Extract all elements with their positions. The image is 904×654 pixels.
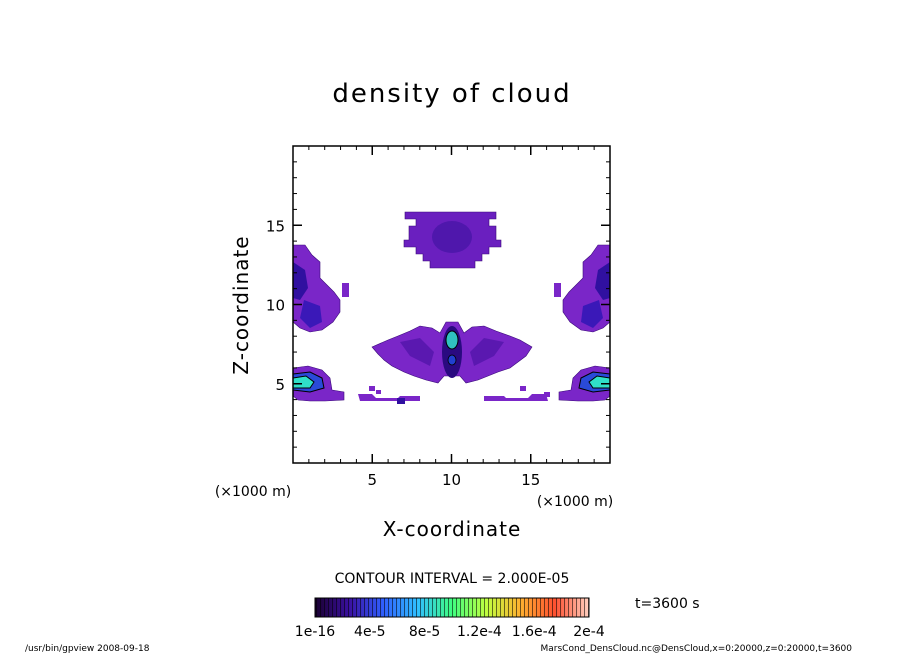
cloud-speck-left-2 bbox=[376, 390, 381, 394]
chart-title: density of cloud bbox=[332, 79, 571, 109]
x-unit-label: (×1000 m) bbox=[537, 494, 613, 510]
cloud-speck-right-1 bbox=[520, 386, 526, 391]
y-tick-labels: 5 10 15 bbox=[266, 217, 285, 394]
colorbar-tick-label: 1.2e-4 bbox=[457, 624, 502, 640]
y-tick-label: 10 bbox=[266, 297, 285, 315]
colorbar-tick-label: 1.6e-4 bbox=[512, 624, 557, 640]
x-tick-label: 5 bbox=[367, 471, 377, 489]
x-axis-label: X-coordinate bbox=[383, 517, 522, 541]
cloud-core2-right-upper bbox=[581, 300, 603, 328]
minor-ticks bbox=[293, 146, 610, 463]
cloud-flecks-right-lower bbox=[484, 394, 548, 401]
x-tick-label: 10 bbox=[442, 471, 461, 489]
y-tick-label: 5 bbox=[275, 376, 285, 394]
major-ticks bbox=[293, 146, 610, 463]
colorbar: 1e-16 4e-5 8e-5 1.2e-4 1.6e-4 2e-4 bbox=[295, 597, 605, 640]
colorbar-tick-label: 4e-5 bbox=[354, 624, 385, 640]
cloud-peak-left-lower bbox=[293, 375, 315, 389]
colorbar-tick-label: 1e-16 bbox=[295, 624, 335, 640]
y-tick-label: 15 bbox=[266, 217, 285, 235]
cloud-fleck-left-upper bbox=[342, 283, 349, 297]
cloud-speck-left-1 bbox=[369, 386, 375, 391]
colorbar-tick-labels: 1e-16 4e-5 8e-5 1.2e-4 1.6e-4 2e-4 bbox=[295, 624, 605, 640]
footer-right: MarsCond_DensCloud.nc@DensCloud,x=0:2000… bbox=[541, 644, 853, 654]
cloud-fleck-right-upper bbox=[554, 283, 561, 297]
cloud-speck-right-2 bbox=[544, 392, 550, 397]
z-unit-label: (×1000 m) bbox=[215, 484, 291, 500]
cloud-peak-right-lower bbox=[588, 375, 610, 389]
cloud-streak-middle-right bbox=[470, 338, 504, 366]
colorbar-tick-label: 8e-5 bbox=[409, 624, 440, 640]
time-label: t=3600 s bbox=[635, 596, 700, 612]
cloud-core2-left-upper bbox=[300, 300, 322, 328]
cloud-core-left-upper bbox=[293, 262, 308, 300]
cloud-core-upper-center bbox=[432, 221, 472, 253]
colorbar-tick-label: 2e-4 bbox=[573, 624, 605, 640]
plot-frame bbox=[292, 145, 611, 464]
x-tick-label: 15 bbox=[521, 471, 540, 489]
cloud-peak-middle-center bbox=[445, 330, 459, 350]
cloud-flecks-left-lower bbox=[358, 394, 420, 401]
cloud-streak-middle-left bbox=[400, 338, 434, 366]
cloud-speck-left-3 bbox=[397, 398, 405, 404]
y-axis-label: Z-coordinate bbox=[229, 235, 253, 374]
x-tick-labels: 5 10 15 bbox=[367, 471, 540, 489]
plot-area: 5 10 15 5 10 15 bbox=[266, 145, 611, 489]
footer-left: /usr/bin/gpview 2008-09-18 bbox=[25, 644, 150, 654]
colorbar-stripes bbox=[315, 598, 589, 617]
cloud-core-right-upper bbox=[595, 262, 610, 300]
cloud-peak-middle-lower bbox=[447, 354, 457, 366]
contour-interval-label: CONTOUR INTERVAL = 2.000E-05 bbox=[335, 571, 570, 587]
